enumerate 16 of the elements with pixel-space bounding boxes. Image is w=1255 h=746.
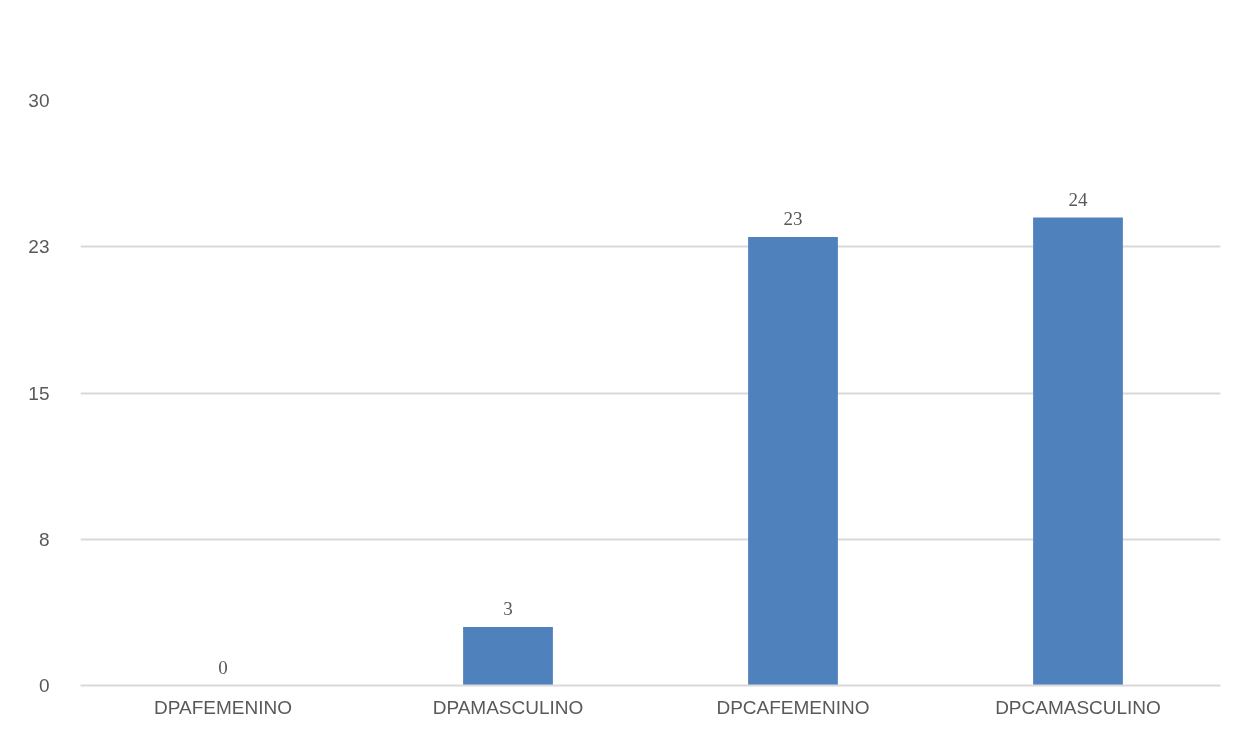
data-label: 23	[783, 208, 803, 229]
x-tick-label: DPAFEMENINO	[154, 696, 292, 718]
bar	[463, 627, 553, 686]
bar	[748, 237, 838, 686]
y-tick-label: 15	[28, 382, 50, 404]
data-label: 0	[218, 656, 228, 678]
y-tick-label: 30	[28, 90, 50, 111]
y-tick-label: 23	[28, 236, 50, 258]
x-tick-label: DPAMASCULINO	[432, 696, 584, 718]
bar	[1033, 217, 1123, 686]
y-tick-label: 0	[38, 675, 50, 696]
x-tick-label: DPCAMASCULINO	[995, 696, 1161, 718]
x-tick-label: DPCAFEMENINO	[716, 696, 870, 718]
data-label: 3	[503, 598, 513, 619]
data-label: 24	[1068, 188, 1088, 210]
y-tick-label: 8	[38, 528, 50, 550]
